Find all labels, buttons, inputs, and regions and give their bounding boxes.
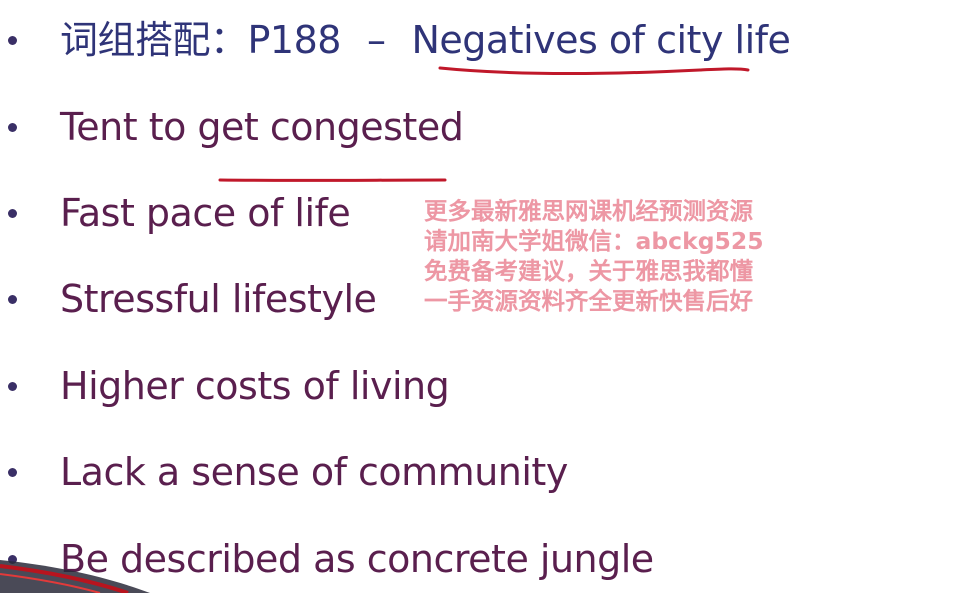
slide-title: 词组搭配：P188– Negatives of city life — [60, 14, 791, 66]
title-page-ref: P188 — [247, 18, 342, 62]
bullet-dot — [8, 555, 17, 564]
list-item: Be described as concrete jungle — [0, 533, 860, 593]
bullet-text: Be described as concrete jungle — [60, 537, 654, 581]
bullet-dot — [8, 36, 17, 45]
bullet-text: Higher costs of living — [60, 364, 450, 408]
watermark-line: 更多最新雅思网课机经预测资源 — [424, 197, 753, 225]
list-item: Tent to get congested — [0, 101, 860, 161]
bullet-text: Tent to get congested — [60, 105, 464, 149]
bullet-dot — [8, 468, 17, 477]
title-cn-prefix: 词组搭配： — [60, 18, 248, 62]
bullet-dot — [8, 123, 17, 132]
list-item: Stressful lifestyle — [0, 273, 860, 333]
title-item: 词组搭配：P188– Negatives of city life — [0, 14, 860, 74]
watermark: 更多最新雅思网课机经预测资源 请加南大学姐微信：abckg525 免费备考建议，… — [424, 196, 854, 316]
list-item: Lack a sense of community — [0, 446, 860, 506]
title-topic: Negatives of city life — [411, 18, 791, 62]
bullet-text: Stressful lifestyle — [60, 277, 377, 321]
bullet-dot — [8, 382, 17, 391]
list-item: Higher costs of living — [0, 360, 860, 420]
bullet-dot — [8, 295, 17, 304]
bullet-dot — [8, 209, 17, 218]
bullet-text: Lack a sense of community — [60, 450, 568, 494]
watermark-line: 请加南大学姐微信：abckg525 — [424, 227, 764, 255]
watermark-line: 一手资源资料齐全更新快售后好 — [424, 287, 753, 315]
title-dash: – — [366, 18, 386, 62]
watermark-line: 免费备考建议，关于雅思我都懂 — [424, 257, 753, 285]
bullet-text: Fast pace of life — [60, 191, 351, 235]
list-item: Fast pace of life — [0, 187, 860, 247]
